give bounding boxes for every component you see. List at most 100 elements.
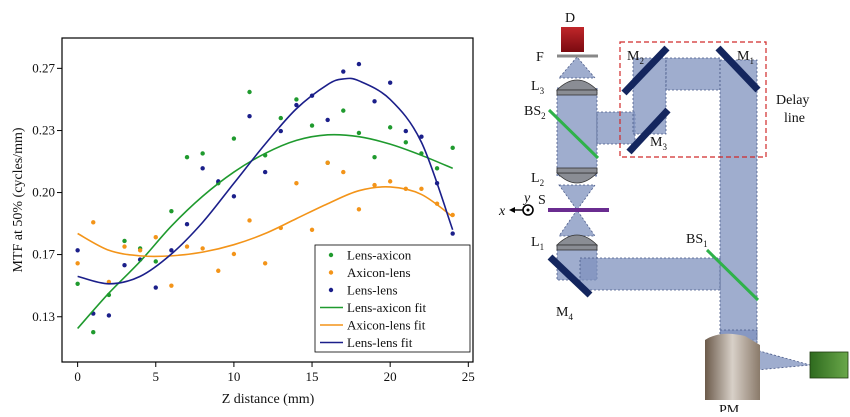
data-point [372,154,377,160]
chart: Z distance (mm) MTF at 50% (cycles/mm) 0… [11,37,475,407]
label-main: M [650,135,663,150]
fit-line [77,77,454,285]
data-point [356,130,362,136]
data-point [278,128,283,134]
data-point [419,134,424,139]
legend-swatch [328,270,334,275]
data-point [200,151,205,156]
legend-label: Axicon-lens [347,265,411,280]
data-point [91,330,96,335]
label-main: M [737,49,750,64]
data-point [153,235,158,240]
optical-setup: D F L3 BS2 L2 S x y L1 M4 M2 M1 M3 Delay… [498,11,849,417]
label: line [784,111,805,126]
y-tick-label: 0.17 [32,247,55,262]
label: PM [719,403,740,412]
data-point [294,102,299,108]
y-tick-label: 0.13 [32,309,55,324]
data-point [169,248,174,253]
mirror [547,45,761,298]
label-sub: 1 [540,242,545,252]
label-sub: 3 [662,142,667,152]
y-axis-label: MTF at 50% (cycles/mm) [11,127,26,272]
data-point [137,248,143,253]
x-tick-label: 20 [384,369,397,384]
x-tick-label: 10 [227,369,240,384]
data-point [106,313,112,318]
label-main: L [531,171,540,186]
data-point [231,136,237,141]
label-sub: 2 [540,178,545,188]
data-point [184,244,190,249]
data-point [247,218,252,223]
label-main: M [627,49,640,64]
data-point [325,117,330,123]
detector [561,27,584,52]
plot-frame [61,37,474,363]
fit-line [77,186,454,258]
legend-label: Axicon-lens fit [347,318,426,333]
label-main: BS [686,232,703,247]
label: y [522,191,531,206]
label: M4 [556,305,573,322]
data-point [403,128,409,134]
data-point [75,281,80,286]
legend-label: Lens-lens fit [347,335,413,350]
data-point [231,194,237,199]
data-point [169,283,174,288]
data-point [387,80,393,85]
label: D [565,11,575,26]
label-main: L [531,235,540,250]
data-point [184,154,190,160]
data-point [325,160,330,165]
label-main: L [531,79,540,94]
data-point [247,89,252,95]
data-point [356,207,362,212]
data-point [309,227,315,232]
label-sub: 4 [568,312,573,322]
data-point [309,123,315,128]
data-point [231,251,237,257]
label: S [538,193,546,208]
data-point [356,61,362,67]
label-sub: 3 [540,86,545,96]
data-point [153,285,158,290]
data-point [403,140,409,145]
parabolic-mirror [705,333,760,400]
legend-swatch [328,287,334,293]
label: L1 [531,235,544,252]
beam [556,56,811,396]
label-sub: 1 [749,56,754,66]
legend-label: Lens-lens [347,283,398,298]
data-point [341,69,346,74]
data-point [122,244,127,249]
label: L3 [531,79,545,96]
legend-box [314,244,471,353]
data-point [153,259,158,264]
data-point [294,97,299,102]
data-point [122,262,127,268]
x-tick-label: 15 [306,369,319,384]
data-point [341,108,346,113]
data-point [387,125,393,130]
data-point [216,268,221,273]
data-point [419,186,424,192]
data-point [372,182,377,188]
data-point [278,115,283,121]
data-point [341,169,346,175]
legend-swatch [328,252,334,258]
label: M2 [627,49,644,66]
data-point [372,99,377,104]
legend-label: Lens-axicon fit [347,300,426,315]
data-point [122,238,127,244]
x-axis-label: Z distance (mm) [222,392,315,407]
lens [556,79,598,251]
x-tick-label: 0 [74,369,81,384]
y-tick-label: 0.23 [32,123,55,138]
label-sub: 2 [541,111,546,121]
detector [809,351,849,379]
data-point [434,166,440,171]
label: M3 [650,135,667,152]
